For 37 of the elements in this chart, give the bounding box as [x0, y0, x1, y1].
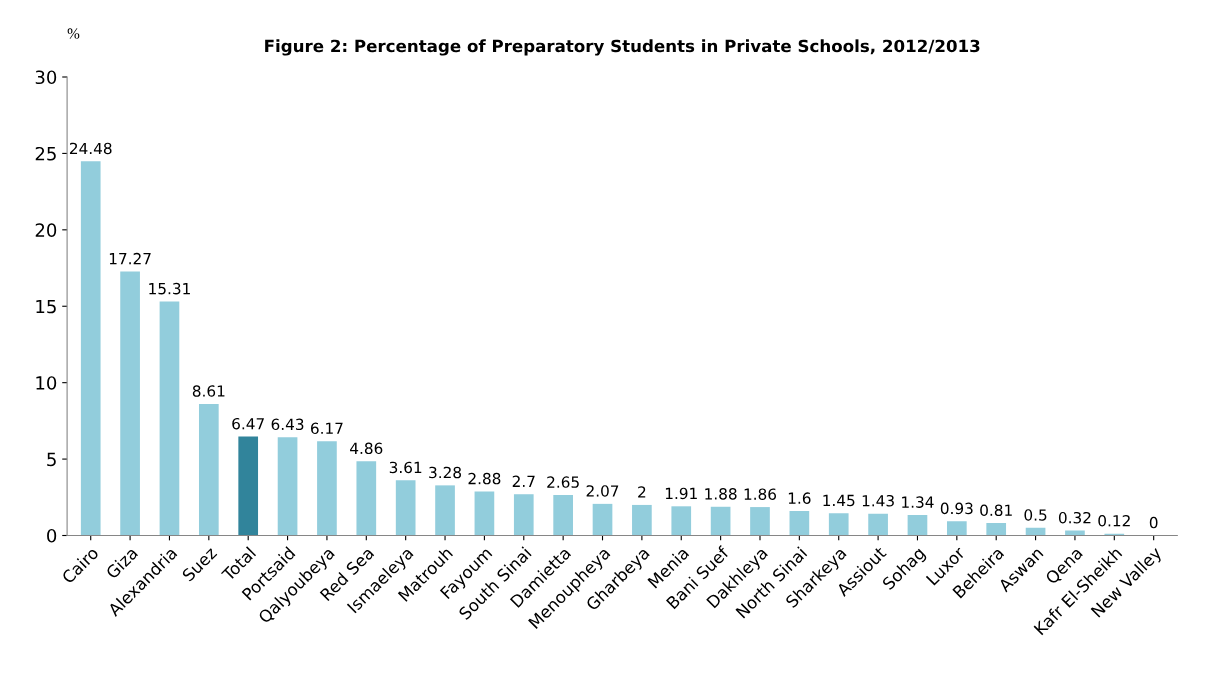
data-label: 0.12: [1098, 514, 1130, 527]
y-tick-label: 5: [47, 452, 56, 467]
data-label: 6.43: [271, 418, 304, 431]
y-tick-label: 20: [35, 223, 57, 237]
data-label: 3.28: [429, 466, 461, 479]
y-tick-label: 0: [47, 528, 57, 543]
y-tick-label: 30: [35, 70, 57, 85]
data-label: 6.17: [310, 422, 343, 435]
y-tick-label: 15: [36, 299, 56, 314]
data-label: 17.27: [109, 252, 151, 265]
data-label: 2.65: [547, 476, 579, 488]
data-label: 1.91: [665, 487, 697, 500]
chart-title: Figure 2: Percentage of Preparatory Students in Private Schools, 2012/2013: [265, 39, 980, 56]
data-label: 6.47: [232, 417, 264, 430]
data-label: 1.45: [823, 494, 855, 507]
data-label: 4.86: [350, 442, 383, 455]
data-label: 2.88: [468, 472, 501, 485]
data-label: 1.88: [705, 488, 737, 500]
data-label: 2.7: [512, 475, 535, 487]
data-label: 2.07: [586, 485, 619, 497]
data-label: 1.34: [902, 496, 934, 508]
data-label: 1.43: [862, 494, 894, 507]
data-label: 24.48: [69, 142, 112, 155]
data-label: 0.5: [1024, 509, 1047, 521]
data-label: 15.31: [149, 282, 190, 295]
data-label: 1.86: [744, 488, 777, 500]
data-label: 0.93: [940, 502, 973, 515]
data-label: 1.6: [788, 492, 811, 504]
data-label: 0.32: [1058, 511, 1091, 524]
data-label: 3.61: [389, 461, 422, 474]
y-axis-title: %: [67, 28, 80, 39]
y-tick-label: 10: [36, 376, 57, 390]
y-tick-label: 25: [35, 146, 56, 161]
data-label: 8.61: [192, 385, 225, 397]
data-label: 0.81: [980, 504, 1012, 516]
data-label: 2: [638, 486, 646, 498]
data-label: 0: [1149, 516, 1158, 529]
